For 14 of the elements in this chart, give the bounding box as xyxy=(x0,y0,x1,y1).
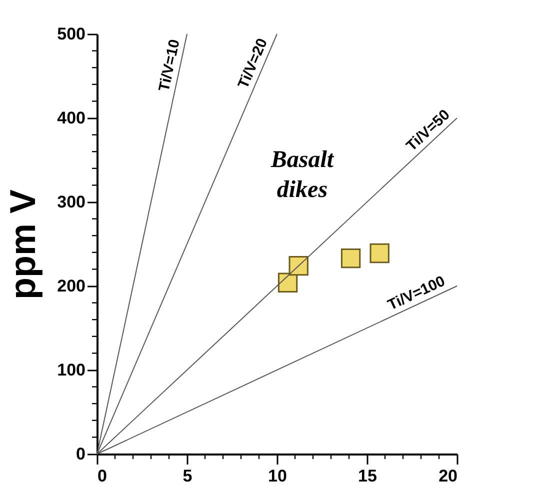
y-tick-label: 400 xyxy=(57,108,86,128)
x-tick-label: 0 xyxy=(98,466,107,486)
y-tick-label: 0 xyxy=(76,444,86,464)
x-tick-label: 10 xyxy=(268,466,287,486)
annotation: Basalt dikes xyxy=(270,147,335,203)
annotation: Ti/V=10 xyxy=(156,38,184,93)
x-tick-label: 20 xyxy=(438,466,458,486)
x-tick-label: 15 xyxy=(358,466,377,486)
y-tick-label: 500 xyxy=(57,24,86,44)
y-tick-label: 100 xyxy=(57,360,86,380)
x-tick-label: 5 xyxy=(182,466,192,486)
y-tick-label: 300 xyxy=(57,192,86,212)
y-axis-title: ppm V xyxy=(2,189,44,300)
y-tick-label: 200 xyxy=(57,276,86,296)
